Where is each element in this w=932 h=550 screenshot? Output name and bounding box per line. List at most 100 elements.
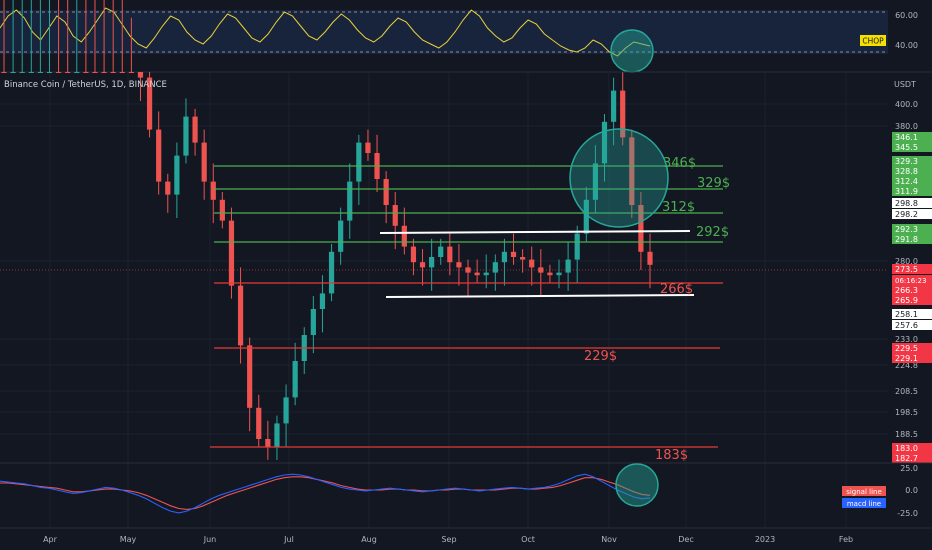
candle-body <box>28 72 34 73</box>
candle-body <box>283 397 289 424</box>
price-tick-6: 198.5 <box>895 408 918 417</box>
candle-body <box>146 77 153 130</box>
currency-label: USDT <box>894 80 916 89</box>
candle-body <box>629 137 635 205</box>
price-badge-7: 298.2 <box>895 210 918 219</box>
price-badge-bg-10 <box>892 264 932 274</box>
candle-body <box>392 205 398 226</box>
candle-body <box>338 220 344 252</box>
level-label-346: 346$ <box>663 156 696 171</box>
macd-panel: 25.0 0.0 -25.0 signal line macd line <box>0 463 918 518</box>
price-badge-0: 346.1 <box>895 133 918 142</box>
time-tick-5: Sep <box>441 535 456 544</box>
level-label-266: 266$ <box>660 282 693 297</box>
price-badge-14: 258.1 <box>895 310 918 319</box>
candle-body <box>156 129 162 182</box>
price-badge-19: 182.7 <box>895 454 918 463</box>
macd-line <box>0 473 651 514</box>
candle-body <box>219 199 225 221</box>
signal-legend-badge <box>842 486 886 496</box>
candle-body <box>46 72 53 73</box>
price-badge-bg-3 <box>892 166 932 176</box>
price-badge-2: 329.3 <box>895 157 918 166</box>
candle-body <box>356 142 362 182</box>
time-tick-2: Jun <box>203 535 217 544</box>
price-badge-bg-13 <box>892 295 932 305</box>
white-support-line <box>385 294 695 298</box>
symbol-title: Binance Coin / TetherUS, 1D, BINANCE <box>4 80 167 90</box>
candle-body <box>292 361 298 398</box>
white-resistance-line <box>379 230 691 234</box>
price-tick-1: 380.0 <box>895 122 918 131</box>
candle-body <box>474 272 480 276</box>
price-badge-bg-19 <box>892 453 932 463</box>
candle-body <box>419 262 426 268</box>
price-badge-bg-2 <box>892 156 932 166</box>
candle-body <box>501 251 508 263</box>
price-badge-15: 257.6 <box>895 321 918 330</box>
time-tick-1: May <box>120 535 137 544</box>
price-highlight-circle <box>569 128 669 228</box>
candle-body <box>247 345 253 408</box>
price-badge-3: 328.8 <box>895 167 918 176</box>
candle-body <box>447 246 453 263</box>
price-axis: 400.0 380.0 280.0 233.0 224.8 208.5 198.5 188.5 <box>895 100 918 439</box>
signal-line <box>0 476 651 510</box>
candle-body <box>365 142 371 153</box>
macd-tick-25: 25.0 <box>900 464 918 473</box>
candle-body <box>638 205 644 252</box>
candle-body <box>65 72 71 73</box>
time-tick-3: Jul <box>283 535 294 544</box>
price-tick-4: 224.8 <box>895 361 918 370</box>
price-badge-5: 311.9 <box>895 187 918 196</box>
price-badge-6: 298.8 <box>895 199 918 208</box>
candle-body <box>37 72 43 73</box>
candle-body <box>520 257 526 260</box>
candle-body <box>174 155 180 195</box>
candle-body <box>210 181 216 200</box>
level-label-312: 312$ <box>662 200 695 215</box>
price-tick-5: 208.5 <box>895 387 918 396</box>
chop-panel: 60.00 40.00 CHOP <box>0 7 918 73</box>
candle-body <box>237 285 244 346</box>
price-badge-bg-7 <box>892 209 932 219</box>
candle-body <box>310 309 316 335</box>
candle-body <box>274 423 280 447</box>
candle-body <box>1 72 7 73</box>
time-tick-4: Aug <box>361 535 377 544</box>
candle-body <box>10 72 16 73</box>
price-tick-0: 400.0 <box>895 100 918 109</box>
price-tick-7: 188.5 <box>895 430 918 439</box>
candle-body <box>55 72 62 73</box>
chop-label-badge <box>860 35 886 46</box>
price-badge-bg-6 <box>892 198 932 208</box>
level-label-229: 229$ <box>584 349 617 364</box>
candle-body <box>119 72 125 73</box>
candle-body <box>383 179 389 205</box>
level-label-183: 183$ <box>655 448 688 463</box>
macd-legend-badge <box>842 498 886 508</box>
level-label-329: 329$ <box>697 176 730 191</box>
macd-tick-neg25: -25.0 <box>897 509 918 518</box>
chop-band <box>0 10 888 54</box>
price-tick-2: 280.0 <box>895 257 918 266</box>
price-badge-13: 265.9 <box>895 296 918 305</box>
candle-body <box>192 116 198 143</box>
candle-body <box>319 293 326 309</box>
price-badge-10: 273.5 <box>895 265 918 274</box>
candle-body <box>228 220 235 286</box>
candle-body <box>165 181 171 195</box>
candle-body <box>592 163 599 200</box>
candle-body <box>128 72 134 73</box>
candle-body <box>611 90 617 122</box>
signal-legend: signal line <box>846 488 882 496</box>
candle-body <box>410 246 417 263</box>
candle-body <box>583 199 589 234</box>
chop-highlight-circle <box>610 29 654 73</box>
candle-body <box>429 257 435 268</box>
price-badge-bg-0 <box>892 132 932 142</box>
time-tick-8: Dec <box>678 535 693 544</box>
